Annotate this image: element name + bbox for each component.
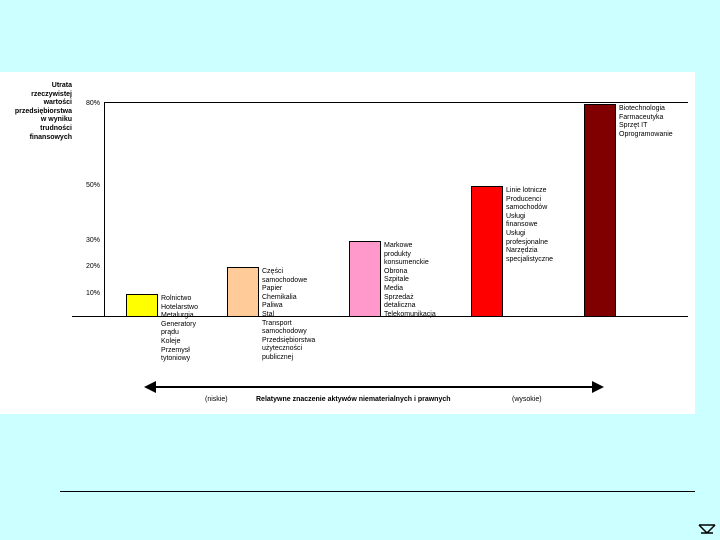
bar-category-list: Linie lotnicze Producenci samochodów Usługi… [506, 187, 553, 264]
category-label: detaliczna [384, 302, 416, 310]
category-label: Farmaceutyka [619, 113, 664, 121]
category-label: Stal [262, 310, 275, 318]
bar-category-list: Markowe produkty konsumenckie Obrona Szpital… [384, 242, 436, 319]
category-label: publicznej [262, 353, 294, 361]
x-axis-title: Relatywne znaczenie aktywów niematerialn… [256, 396, 451, 403]
category-label: Części [262, 268, 284, 275]
y-axis-title-line: trudności [40, 124, 72, 132]
y-tick-label: 80% [85, 100, 100, 107]
top-reference-line [104, 102, 688, 103]
y-axis-title-line: Utrata [51, 82, 72, 89]
bar-category-list: Rolnictwo Hotelarstwo Metalurgia Generatory… [161, 295, 198, 364]
category-label: Telekomunikacja [384, 310, 436, 318]
category-label: Sprzęt IT [619, 122, 648, 130]
category-label: Generatory [161, 320, 197, 328]
y-tick-label: 10% [85, 290, 100, 297]
category-label: konsumenckie [384, 259, 429, 267]
category-label: Narzędzia [506, 247, 538, 255]
category-label: użyteczności [262, 345, 303, 353]
y-axis-line [104, 102, 105, 317]
category-label: Koleje [161, 337, 181, 345]
bar [584, 104, 616, 317]
chart-panel: Utrata rzeczywistej wartości przedsiębiorst… [0, 72, 695, 414]
category-label: Transport [262, 319, 292, 327]
category-label: specjalistyczne [506, 255, 554, 263]
category-label: samochodów [506, 204, 548, 212]
logo-icon [698, 524, 716, 534]
x-axis-arrow [144, 381, 604, 393]
y-tick-label: 20% [85, 263, 100, 270]
category-label: Media [384, 284, 404, 292]
y-axis-title-line: finansowych [29, 133, 72, 141]
category-label: Rolnictwo [161, 295, 192, 302]
y-axis-title: Utrata rzeczywistej wartości przedsiębiorst… [0, 82, 72, 142]
category-label: Paliwa [262, 302, 283, 310]
category-label: Markowe [384, 242, 413, 249]
category-label: finansowe [506, 221, 538, 229]
category-label: Biotechnologia [619, 105, 665, 112]
category-label: Usługi [506, 212, 526, 220]
category-label: Usługi [506, 229, 526, 237]
category-label: Metalurgia [161, 312, 194, 320]
category-label: samochodowy [262, 328, 307, 336]
bar [471, 186, 503, 317]
category-label: tytoniowy [161, 355, 191, 363]
bar [227, 267, 259, 317]
y-axis-title-line: w wyniku [40, 116, 72, 124]
category-label: profesjonalne [506, 238, 549, 246]
category-label: Papier [262, 285, 283, 293]
y-tick-label: 30% [85, 237, 100, 244]
bar [349, 241, 381, 317]
category-label: samochodowe [262, 276, 308, 284]
category-label: Linie lotnicze [506, 187, 547, 194]
category-label: Szpitale [384, 276, 409, 284]
y-axis-title-line: przedsiębiorstwa [14, 107, 72, 115]
y-axis-title-line: wartości [43, 99, 72, 107]
category-label: Hotelarstwo [161, 303, 198, 311]
category-label: Producenci [506, 195, 542, 203]
x-axis-high-label: (wysokie) [512, 396, 542, 403]
category-label: Obrona [384, 267, 408, 275]
y-axis-title-line: rzeczywistej [31, 90, 72, 98]
footer-divider [60, 491, 695, 492]
x-axis-low-label: (niskie) [205, 396, 228, 403]
category-label: produkty [384, 250, 411, 258]
category-label: Sprzedaż [384, 293, 414, 301]
bar-category-list: Części samochodowe Papier Chemikalia Paliwa S… [262, 268, 315, 363]
category-label: prądu [161, 329, 179, 337]
category-label: Oprogramowanie [619, 130, 673, 138]
category-label: Chemikalia [262, 293, 297, 301]
bar-category-list: Biotechnologia Farmaceutyka Sprzęt IT Oprog… [619, 105, 673, 139]
y-tick-label: 50% [85, 182, 100, 189]
bar [126, 294, 158, 317]
category-label: Przemysł [161, 346, 190, 354]
category-label: Przedsiębiorstwa [262, 336, 316, 344]
